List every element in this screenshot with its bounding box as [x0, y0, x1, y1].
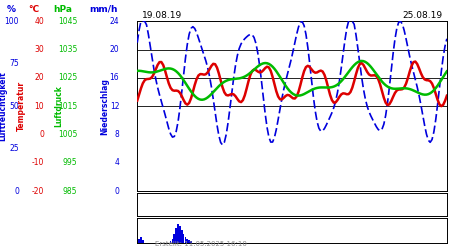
Bar [138, 240, 140, 242]
Bar [176, 228, 177, 242]
Text: 1045: 1045 [58, 17, 77, 26]
Text: Erstellt: 11.05.2025 16:10: Erstellt: 11.05.2025 16:10 [155, 242, 247, 248]
Bar [179, 226, 181, 242]
Text: 20: 20 [35, 74, 44, 82]
Text: °C: °C [28, 5, 40, 14]
Text: 25: 25 [9, 144, 19, 153]
Bar [186, 240, 188, 242]
Text: 0: 0 [14, 187, 19, 196]
Bar [174, 234, 175, 242]
Text: 30: 30 [34, 45, 44, 54]
Text: 50: 50 [9, 102, 19, 111]
Text: 100: 100 [4, 17, 19, 26]
Text: 1015: 1015 [58, 102, 77, 111]
Text: 0: 0 [39, 130, 44, 139]
Bar [171, 240, 173, 242]
Text: Luftdruck: Luftdruck [54, 85, 63, 127]
Text: 16: 16 [110, 74, 119, 82]
Bar [177, 224, 179, 242]
Text: -20: -20 [32, 187, 44, 196]
Text: 12: 12 [110, 102, 119, 111]
Text: 995: 995 [63, 158, 77, 168]
Text: 20: 20 [110, 45, 119, 54]
Text: 1005: 1005 [58, 130, 77, 139]
Text: 1025: 1025 [58, 74, 77, 82]
Bar [183, 234, 184, 242]
Text: Temperatur: Temperatur [17, 81, 26, 131]
Text: 25.08.19: 25.08.19 [402, 11, 442, 20]
Text: 985: 985 [63, 187, 77, 196]
Text: 4: 4 [114, 158, 119, 168]
Text: 0: 0 [114, 187, 119, 196]
Text: 1035: 1035 [58, 45, 77, 54]
Bar [142, 240, 144, 242]
Bar [181, 230, 183, 242]
Text: 10: 10 [35, 102, 44, 111]
Text: Luftfeuchtigkeit: Luftfeuchtigkeit [0, 72, 8, 141]
Text: -10: -10 [32, 158, 44, 168]
Text: %: % [7, 5, 16, 14]
Text: Niederschlag: Niederschlag [100, 78, 109, 135]
Text: hPa: hPa [53, 5, 72, 14]
Text: 40: 40 [34, 17, 44, 26]
Text: 24: 24 [110, 17, 119, 26]
Bar [184, 237, 186, 242]
Bar [140, 237, 142, 242]
Text: 8: 8 [114, 130, 119, 139]
Bar [189, 240, 190, 242]
Text: mm/h: mm/h [89, 5, 117, 14]
Text: 75: 75 [9, 59, 19, 68]
Text: 19.08.19: 19.08.19 [142, 11, 182, 20]
